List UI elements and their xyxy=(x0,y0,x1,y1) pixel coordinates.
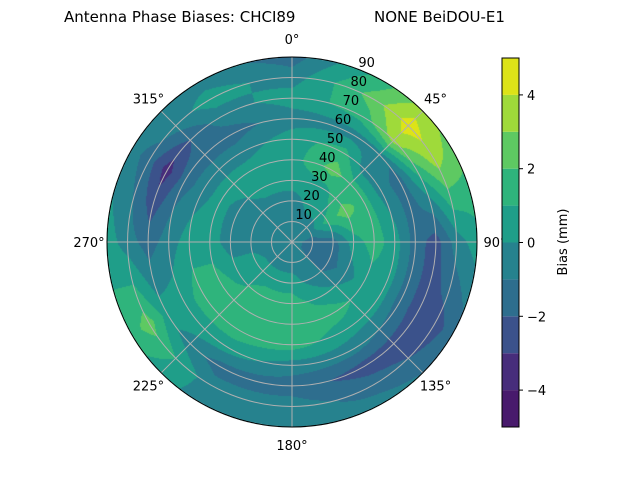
colorbar-band xyxy=(502,131,519,169)
r-tick-label: 80 xyxy=(350,75,367,90)
colorbar-band xyxy=(502,316,519,354)
r-grid-ring xyxy=(270,220,314,264)
theta-grid-line xyxy=(291,110,424,243)
theta-tick-label: 45° xyxy=(424,92,447,107)
colorbar-band xyxy=(502,205,519,243)
theta-tick-label: 135° xyxy=(420,380,451,395)
r-tick-label: 10 xyxy=(295,208,312,223)
theta-grid-line xyxy=(291,241,424,374)
theta-grid-line xyxy=(160,110,293,243)
title-right: NONE BeiDOU-E1 xyxy=(374,8,505,26)
r-tick-label: 40 xyxy=(319,151,336,166)
r-grid-ring xyxy=(188,138,396,346)
title-left: Antenna Phase Biases: CHCI89 xyxy=(64,8,296,26)
r-tick-label: 30 xyxy=(311,170,328,185)
colorbar-tick-label: 0 xyxy=(527,237,535,252)
colorbar-tick-label: −2 xyxy=(527,310,546,325)
r-tick-label: 20 xyxy=(303,189,320,204)
theta-tick-label: 270° xyxy=(73,236,104,251)
r-tick-label: 90 xyxy=(358,56,375,71)
theta-tick-label: 0° xyxy=(285,33,300,48)
theta-tick-label: 225° xyxy=(133,380,164,395)
theta-tick-label: 90° xyxy=(483,236,506,251)
polar-frame xyxy=(106,56,478,428)
colorbar-band xyxy=(502,94,519,132)
r-grid-ring xyxy=(229,179,355,305)
r-grid-ring xyxy=(250,200,334,284)
colorbar-band xyxy=(502,242,519,280)
colorbar-frame xyxy=(501,57,520,428)
colorbar-tick-label: 4 xyxy=(527,89,535,104)
r-tick-label: 60 xyxy=(335,113,352,128)
r-grid-ring xyxy=(168,118,416,366)
r-grid-ring xyxy=(209,159,375,325)
theta-tick-label: 180° xyxy=(276,439,307,454)
colorbar-band xyxy=(502,168,519,206)
colorbar-band xyxy=(502,279,519,317)
r-tick-label: 70 xyxy=(343,94,360,109)
colorbar-band xyxy=(502,390,519,427)
r-grid-ring xyxy=(127,77,457,407)
colorbar-band xyxy=(502,353,519,391)
r-tick-label: 50 xyxy=(327,132,344,147)
colorbar-band xyxy=(502,58,519,95)
theta-tick-label: 315° xyxy=(133,92,164,107)
r-grid-ring xyxy=(147,97,437,387)
colorbar-label: Bias (mm) xyxy=(556,209,571,276)
colorbar-tick-label: −4 xyxy=(527,384,546,399)
colorbar-tick-label: 2 xyxy=(527,163,535,178)
theta-grid-line xyxy=(160,241,293,374)
